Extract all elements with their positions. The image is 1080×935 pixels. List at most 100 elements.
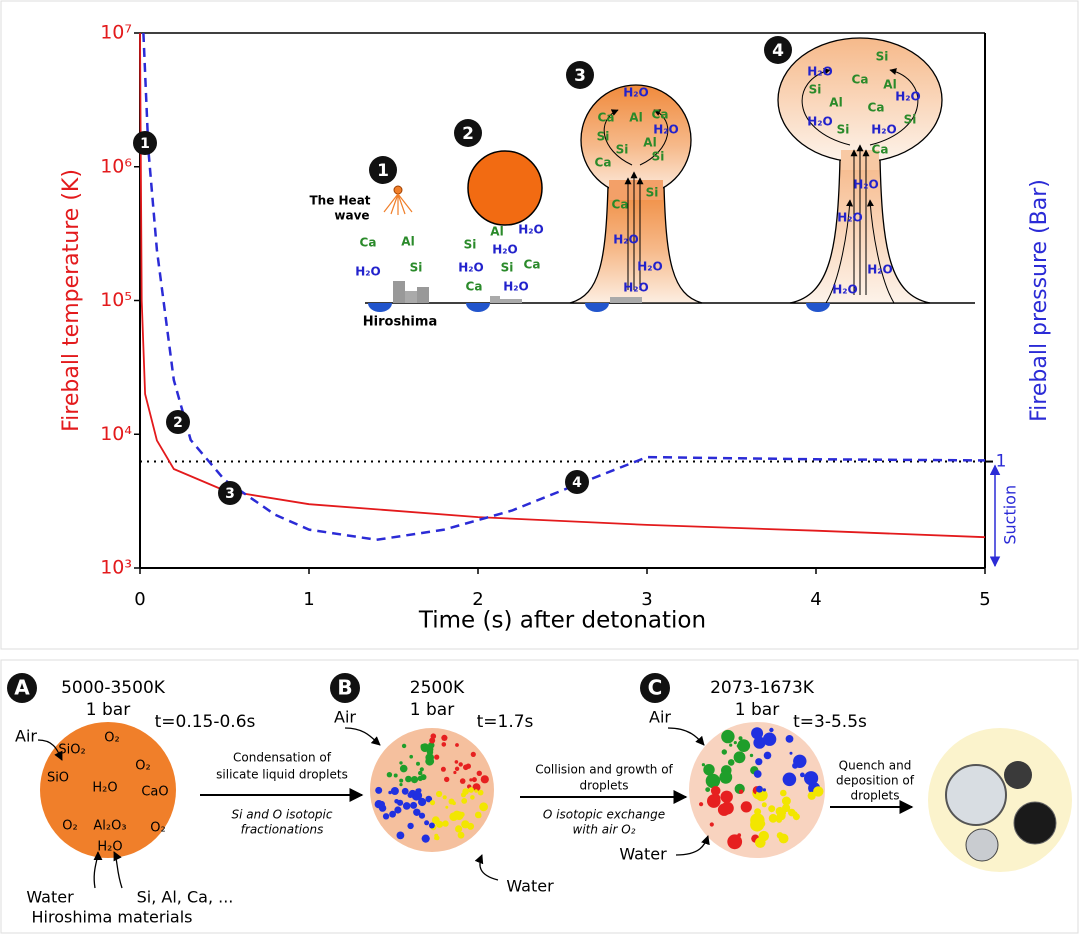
element-label: Ca <box>524 258 541 272</box>
panel-input: Water <box>506 877 554 896</box>
stage-number: 4 <box>772 41 784 61</box>
species-label: H₂O <box>97 840 122 855</box>
droplet <box>410 776 419 784</box>
droplet <box>476 770 482 776</box>
annotation: 2 <box>173 415 183 431</box>
element-label: Si <box>876 50 889 64</box>
droplet <box>389 810 396 818</box>
droplet <box>465 763 471 769</box>
element-label: Al <box>883 78 896 92</box>
droplet <box>758 830 769 842</box>
element-label: H₂O <box>653 123 679 137</box>
droplet <box>436 822 440 827</box>
droplet <box>431 816 440 825</box>
droplet <box>375 786 383 794</box>
droplet <box>712 794 721 802</box>
annotation-bg <box>133 131 157 155</box>
annotation: 1 <box>140 136 150 152</box>
droplet <box>378 804 387 812</box>
droplet <box>418 812 426 819</box>
droplet <box>762 788 767 792</box>
line-series <box>142 32 986 542</box>
droplet <box>768 805 776 813</box>
step-note: O isotopic exchange <box>543 808 665 822</box>
x-tick-label: 3 <box>641 589 652 610</box>
y-tick-label: 10⁵ <box>100 289 132 311</box>
y-tick-label: 10⁶ <box>100 155 132 177</box>
droplet <box>452 801 456 806</box>
element-label: Ca <box>872 143 889 157</box>
element-label: Si <box>616 143 629 157</box>
droplet <box>719 770 733 784</box>
droplet <box>434 835 440 841</box>
droplet <box>418 797 427 807</box>
droplet <box>441 742 447 747</box>
droplet <box>410 801 418 809</box>
droplet <box>429 800 436 806</box>
species-label: Al₂O₃ <box>93 819 126 834</box>
element-label: H₂O <box>637 260 663 274</box>
droplet <box>738 736 743 741</box>
element-label: H₂O <box>871 123 897 137</box>
droplet <box>753 770 762 778</box>
droplet <box>721 729 735 744</box>
element-label: Si <box>410 261 423 275</box>
annotation: 4 <box>572 475 582 491</box>
panel-temperature: 2500K <box>410 678 465 698</box>
step-note: with air O₂ <box>573 823 636 837</box>
panel-pressure: 1 bar <box>86 700 130 720</box>
droplet <box>386 772 393 778</box>
droplet <box>763 751 772 760</box>
droplet <box>470 795 475 800</box>
heat-label: The Heat <box>309 194 370 208</box>
droplet <box>454 766 460 771</box>
step-caption: Quench and <box>839 759 912 773</box>
panel-input: Hiroshima materials <box>31 908 192 927</box>
x-tick-label: 2 <box>472 589 483 610</box>
panel-time: t=0.15-0.6s <box>155 712 256 732</box>
droplet <box>454 760 459 764</box>
droplet <box>409 754 414 759</box>
droplet <box>736 744 741 748</box>
panel-time: t=3-5.5s <box>793 712 867 732</box>
element-label: Ca <box>595 156 612 170</box>
droplet <box>753 736 766 749</box>
annotation-bg <box>565 470 589 494</box>
element-label: H₂O <box>355 265 381 279</box>
panel-letter: C <box>648 676 663 700</box>
droplet <box>461 820 470 829</box>
droplet <box>782 772 797 787</box>
droplet <box>776 816 783 823</box>
droplet <box>429 737 436 744</box>
droplet <box>750 817 765 832</box>
element-label: Si <box>809 83 822 97</box>
droplet <box>740 801 752 813</box>
suction-label: Suction <box>1001 485 1020 545</box>
element-label: H₂O <box>503 280 529 294</box>
droplet <box>705 787 711 792</box>
droplet <box>477 813 482 819</box>
droplet <box>769 727 774 733</box>
droplet <box>761 802 767 808</box>
droplet <box>442 820 449 827</box>
droplet <box>440 766 446 772</box>
stage-number: 3 <box>574 66 586 86</box>
y-tick-label: 10⁷ <box>100 22 132 44</box>
element-label: H₂O <box>895 90 921 104</box>
droplet <box>394 806 402 814</box>
droplet <box>776 832 784 839</box>
element-label: H₂O <box>492 243 518 257</box>
droplet <box>458 762 463 767</box>
droplet <box>480 775 489 784</box>
droplet <box>738 789 744 794</box>
species-label: O₂ <box>150 821 165 836</box>
panel-pressure: 1 bar <box>735 700 779 720</box>
droplet <box>469 778 473 782</box>
droplet <box>407 822 414 830</box>
element-label: H₂O <box>807 65 833 79</box>
element-label: Si <box>501 261 514 275</box>
droplet <box>459 778 466 784</box>
species-label: O₂ <box>135 759 150 774</box>
step-caption: deposition of <box>836 774 915 788</box>
droplet <box>453 770 457 775</box>
